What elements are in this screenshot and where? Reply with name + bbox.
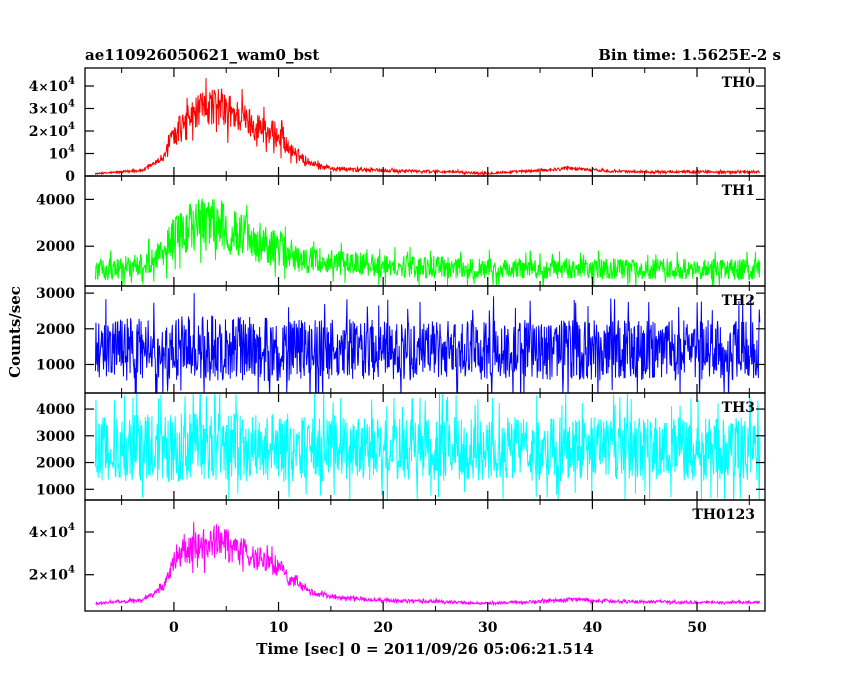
x-tick-label: 10: [269, 620, 289, 636]
x-tick-label: 30: [478, 620, 498, 636]
series-th3-trace: [94, 393, 761, 500]
panel-th0123: 2×104 4×104 TH0123: [29, 499, 766, 612]
panel-th0: 0 104 2×104 3×104 4×104 TH0: [29, 67, 766, 185]
y-tick-label: 2000: [36, 239, 75, 255]
x-tick-label: 50: [687, 620, 707, 636]
x-tick-labels: 0 10 20 30 40 50: [169, 620, 707, 636]
y-tick-label: 4×104: [29, 522, 75, 541]
x-tick-label: 20: [373, 620, 393, 636]
x-axis-label: Time [sec] 0 = 2011/09/26 05:06:21.514: [256, 640, 593, 658]
y-tick-label: 3000: [36, 286, 75, 302]
panel-label: TH0: [722, 75, 756, 91]
panel-label: TH0123: [692, 507, 755, 523]
y-tick-label: 2000: [36, 322, 75, 338]
x-tick-label: 40: [583, 620, 603, 636]
y-tick-label: 3000: [36, 429, 75, 445]
y-tick-label: 2000: [36, 456, 75, 472]
y-tick-label: 2×104: [29, 565, 75, 584]
panel-label: TH1: [722, 183, 755, 199]
y-tick-label: 3×104: [29, 99, 75, 118]
series-th1-trace: [94, 198, 761, 286]
y-tick-label: 4000: [36, 192, 75, 208]
series-th2-trace: [94, 293, 761, 393]
y-axis-label: Counts/sec: [6, 286, 24, 378]
chart-title: ae110926050621_wam0_bst: [85, 46, 319, 64]
panel-th3: 1000 2000 3000 4000 TH3: [36, 392, 766, 501]
panel-label: TH2: [722, 293, 755, 309]
bin-time-label: Bin time: 1.5625E-2 s: [598, 46, 781, 64]
panels-group: 0 104 2×104 3×104 4×104 TH0 2000 4000 TH1 1000 200…: [29, 67, 766, 612]
panel-th1: 2000 4000 TH1: [36, 175, 766, 287]
y-tick-label: 4×104: [29, 76, 75, 95]
y-tick-label: 0: [65, 169, 75, 185]
panel-th2: 1000 2000 3000 TH2: [36, 285, 766, 394]
y-tick-label: 1000: [36, 482, 75, 498]
y-tick-label: 1000: [36, 357, 75, 373]
panel-label: TH3: [722, 400, 755, 416]
y-tick-label: 4000: [36, 402, 75, 418]
series-th0123-trace: [95, 521, 761, 607]
panel-frame: [84, 499, 766, 612]
x-tick-label: 0: [169, 620, 179, 636]
y-tick-label: 104: [49, 144, 75, 163]
y-tick-label: 2×104: [29, 121, 75, 140]
series-th0-trace: [94, 77, 761, 176]
